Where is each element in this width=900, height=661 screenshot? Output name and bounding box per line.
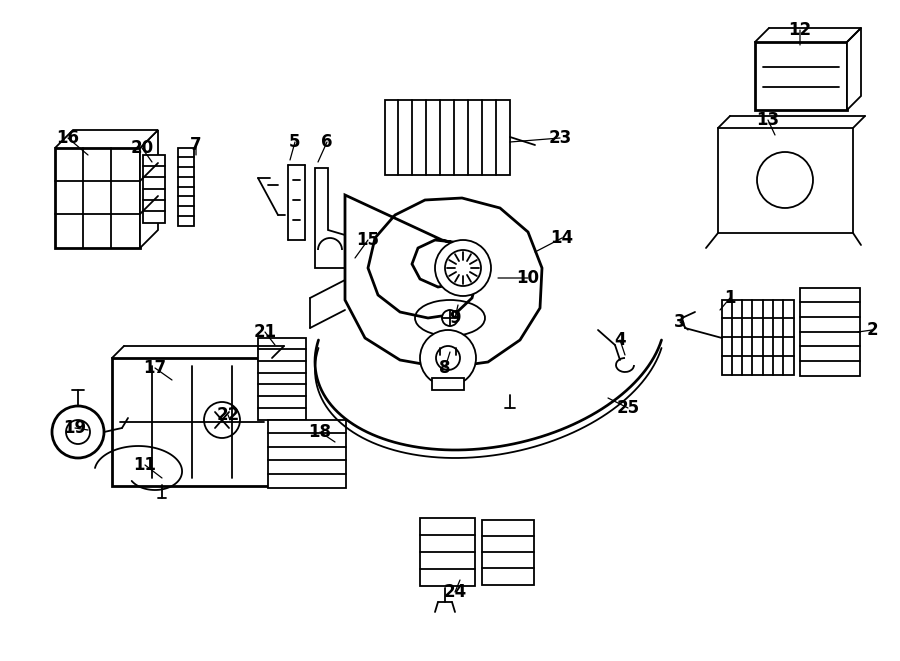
Text: 25: 25 [616, 399, 640, 417]
Text: 19: 19 [63, 419, 86, 437]
Text: 16: 16 [57, 129, 79, 147]
Text: 17: 17 [143, 359, 166, 377]
Text: 18: 18 [309, 423, 331, 441]
Bar [482, 520, 534, 585]
Bar [420, 518, 475, 586]
Polygon shape [55, 130, 158, 148]
Text: 2: 2 [866, 321, 878, 339]
Bar [143, 155, 165, 223]
Text: 13: 13 [756, 111, 779, 129]
Text: 3: 3 [674, 313, 686, 331]
Polygon shape [315, 168, 345, 268]
Text: 11: 11 [133, 456, 157, 474]
Text: 21: 21 [254, 323, 276, 341]
Bar [258, 338, 306, 420]
Text: 24: 24 [444, 583, 466, 601]
Circle shape [420, 330, 476, 386]
Bar [800, 288, 860, 376]
Text: 6: 6 [321, 133, 333, 151]
Bar [178, 148, 194, 226]
Text: 8: 8 [439, 359, 451, 377]
Text: 1: 1 [724, 289, 736, 307]
Circle shape [757, 152, 813, 208]
Circle shape [52, 406, 104, 458]
Polygon shape [847, 28, 861, 110]
Circle shape [442, 310, 458, 326]
Bar [268, 420, 346, 488]
Circle shape [445, 250, 481, 286]
Circle shape [436, 346, 460, 370]
Text: 14: 14 [551, 229, 573, 247]
Text: 23: 23 [548, 129, 572, 147]
Text: 10: 10 [517, 269, 539, 287]
Circle shape [204, 402, 240, 438]
Polygon shape [112, 358, 272, 486]
Polygon shape [718, 128, 853, 233]
Text: 9: 9 [449, 309, 461, 327]
Text: 22: 22 [216, 406, 239, 424]
Polygon shape [140, 130, 158, 248]
Bar [385, 100, 510, 175]
Polygon shape [345, 195, 542, 368]
Circle shape [66, 420, 90, 444]
Circle shape [435, 240, 491, 296]
Text: 7: 7 [190, 136, 202, 154]
Text: 15: 15 [356, 231, 380, 249]
Bar [722, 300, 794, 375]
Polygon shape [55, 148, 140, 248]
Text: 4: 4 [614, 331, 626, 349]
Text: 12: 12 [788, 21, 812, 39]
Text: 20: 20 [130, 139, 154, 157]
Text: 5: 5 [289, 133, 301, 151]
Bar [432, 378, 464, 390]
Polygon shape [755, 42, 847, 110]
